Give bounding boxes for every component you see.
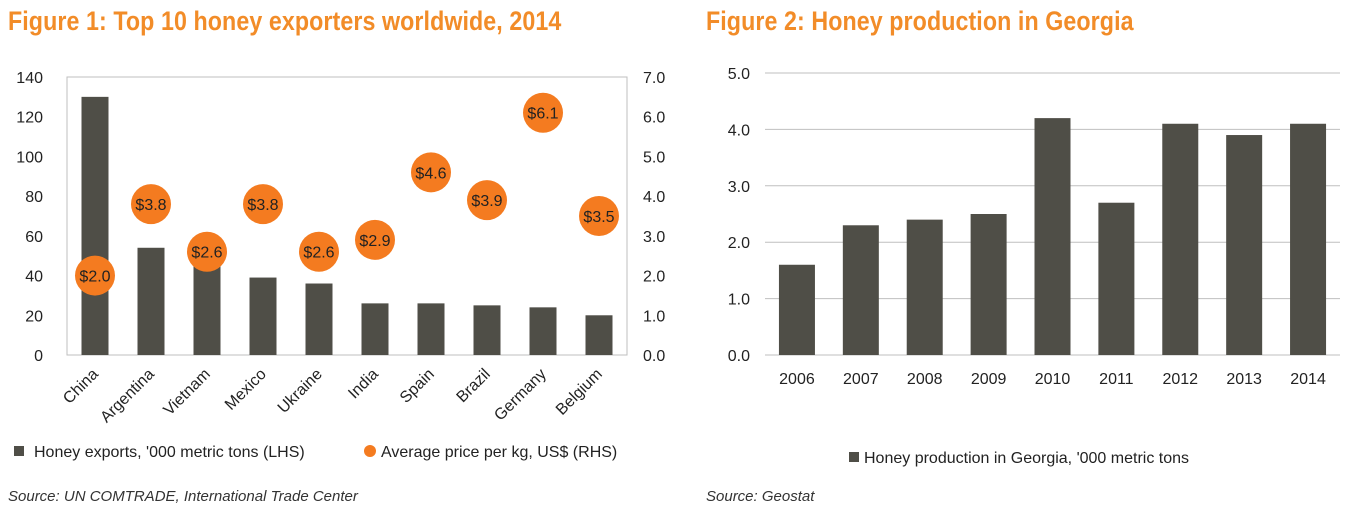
y-tick-label: 0.0	[728, 348, 750, 365]
y-tick-label: 1.0	[728, 292, 750, 309]
figure-2-source: Source: Geostat	[706, 488, 815, 505]
price-dot	[131, 184, 171, 225]
price-dot	[467, 180, 507, 221]
price-dot-label: $6.1	[527, 106, 558, 123]
x-tick-label: 2012	[1162, 371, 1198, 388]
y-right-tick-label: 4.0	[643, 189, 665, 206]
y-right-tick-label: 3.0	[643, 229, 665, 246]
bar-2011	[1098, 202, 1135, 355]
bar-2007	[842, 225, 879, 355]
price-dot-label: $2.9	[359, 233, 390, 250]
y-left-tick-label: 60	[25, 229, 43, 246]
bar-2013	[1226, 135, 1263, 355]
bar-vietnam	[193, 259, 221, 355]
price-dot-label: $2.6	[303, 245, 334, 262]
bar-argentina	[137, 247, 165, 355]
figure-2-title: Figure 2: Honey production in Georgia	[706, 6, 1134, 36]
y-left-tick-label: 80	[25, 189, 43, 206]
bar-ukraine	[305, 283, 333, 355]
price-dot-label: $3.8	[247, 197, 278, 214]
y-tick-label: 4.0	[728, 122, 750, 139]
y-right-tick-label: 6.0	[643, 110, 665, 127]
price-dot-label: $3.8	[135, 197, 166, 214]
price-dot	[187, 231, 227, 272]
figure-1-title: Figure 1: Top 10 honey exporters worldwi…	[8, 6, 562, 36]
price-dot-label: $2.0	[79, 269, 110, 286]
x-tick-label: 2006	[779, 371, 815, 388]
legend-bar-swatch	[849, 452, 859, 462]
figure-1-source: Source: UN COMTRADE, International Trade…	[8, 488, 358, 505]
legend-bar-label: Honey production in Georgia, '000 metric…	[864, 450, 1189, 467]
plot-area-border	[66, 76, 628, 356]
bar-belgium	[585, 315, 613, 355]
y-left-tick-label: 0	[34, 348, 43, 365]
figure-2-chart: 0.0 1.0 2.0 3.0 4.0 5.0 2006 2007 2008 2009 2010 20…	[728, 66, 1340, 467]
x-tick-label: 2008	[907, 371, 943, 388]
y-tick-label: 2.0	[728, 235, 750, 252]
y-tick-label: 5.0	[728, 66, 750, 83]
bar-mexico	[249, 277, 277, 355]
y-left-tick-label: 20	[25, 308, 43, 325]
legend-bar-label: Honey exports, '000 metric tons (LHS)	[34, 444, 305, 461]
x-tick-label: 2010	[1035, 371, 1071, 388]
legend-dot-label: Average price per kg, US$ (RHS)	[381, 444, 617, 461]
y-right-tick-label: 1.0	[643, 308, 665, 325]
x-tick-label: 2009	[971, 371, 1007, 388]
price-dot-label: $3.9	[471, 193, 502, 210]
y-right-tick-label: 5.0	[643, 149, 665, 166]
bar-2006	[778, 264, 815, 355]
y-left-tick-label: 100	[16, 149, 43, 166]
bar-spain	[417, 303, 445, 355]
x-tick-label: 2014	[1290, 371, 1326, 388]
price-dot	[299, 231, 339, 272]
bar-germany	[529, 307, 557, 355]
bar-china	[81, 96, 109, 355]
y-left-tick-label: 40	[25, 269, 43, 286]
bar-2008	[906, 219, 943, 355]
y-right-tick-label: 7.0	[643, 70, 665, 87]
bar-india	[361, 303, 389, 355]
price-dot	[355, 219, 395, 260]
price-dot-label: $3.5	[583, 209, 614, 226]
price-dot	[243, 184, 283, 225]
price-dot-label: $4.6	[415, 165, 446, 182]
x-tick-label: 2013	[1226, 371, 1262, 388]
price-dot	[75, 255, 115, 296]
bar-2010	[1034, 118, 1071, 356]
bar-2014	[1290, 123, 1327, 355]
price-dot-label: $2.6	[191, 245, 222, 262]
price-dot	[523, 92, 563, 133]
y-left-tick-label: 120	[16, 110, 43, 127]
x-tick-label: 2011	[1099, 371, 1134, 388]
x-tick-label: 2007	[843, 371, 879, 388]
legend-dot-swatch	[364, 445, 376, 457]
figure-1-chart: 0 20 40 60 80 100 120 140 0.0 1.0 2.0 3.0 4.0 5.0 6.0 7…	[14, 70, 665, 461]
y-left-tick-label: 140	[16, 70, 43, 87]
price-dot	[411, 152, 451, 193]
bar-brazil	[473, 305, 501, 355]
bar-2009	[970, 214, 1007, 355]
y-right-tick-label: 0.0	[643, 348, 665, 365]
y-tick-label: 3.0	[728, 179, 750, 196]
bar-2012	[1162, 123, 1199, 355]
y-right-tick-label: 2.0	[643, 269, 665, 286]
price-dot	[579, 196, 619, 236]
legend-bar-swatch	[14, 446, 24, 456]
